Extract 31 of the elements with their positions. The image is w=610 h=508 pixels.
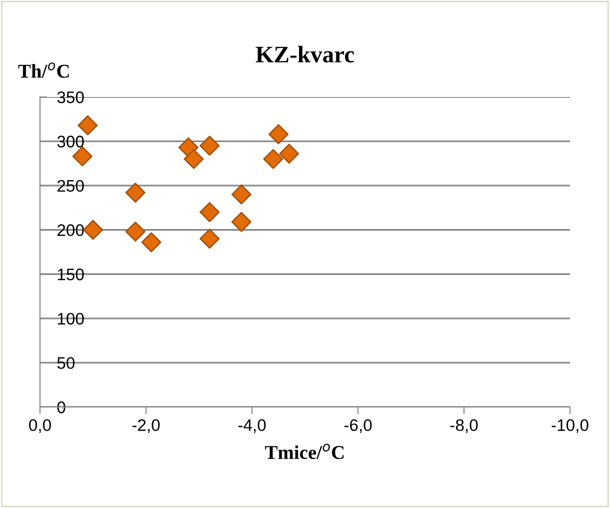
y-axis-title: Th/$^{o}$C <box>18 62 69 78</box>
x-tick-label: -4,0 <box>238 419 266 434</box>
point <box>268 124 289 144</box>
y-tick-label: 350 <box>57 91 84 104</box>
x-tick-label: -6,0 <box>344 419 372 434</box>
point <box>78 115 98 136</box>
y-tick-label: 200 <box>58 224 84 236</box>
point <box>200 202 220 222</box>
point <box>82 220 104 240</box>
point <box>279 144 300 164</box>
y-tick-label: 250 <box>58 180 84 192</box>
x-tick-label: -8,0 <box>450 419 478 434</box>
point <box>200 228 220 249</box>
point <box>231 184 252 204</box>
point <box>125 182 146 203</box>
chart-title: KZ-kvarc <box>256 46 354 63</box>
point <box>184 148 204 170</box>
x-tick-label: -10,0 <box>552 419 588 434</box>
point <box>263 148 284 170</box>
y-tick-label: 150 <box>58 268 84 280</box>
point <box>141 232 162 252</box>
x-axis-title: Tmice/$^{o}$C <box>265 444 344 460</box>
point <box>125 222 146 242</box>
x-tick-label: -2,0 <box>132 419 160 434</box>
y-tick-label: 50 <box>57 357 75 369</box>
point <box>200 136 220 156</box>
x-tick-label: 0,0 <box>29 419 51 434</box>
y-tick-label: 300 <box>57 136 84 148</box>
point <box>231 212 252 232</box>
point <box>72 146 92 166</box>
y-tick-label: 100 <box>58 312 84 325</box>
